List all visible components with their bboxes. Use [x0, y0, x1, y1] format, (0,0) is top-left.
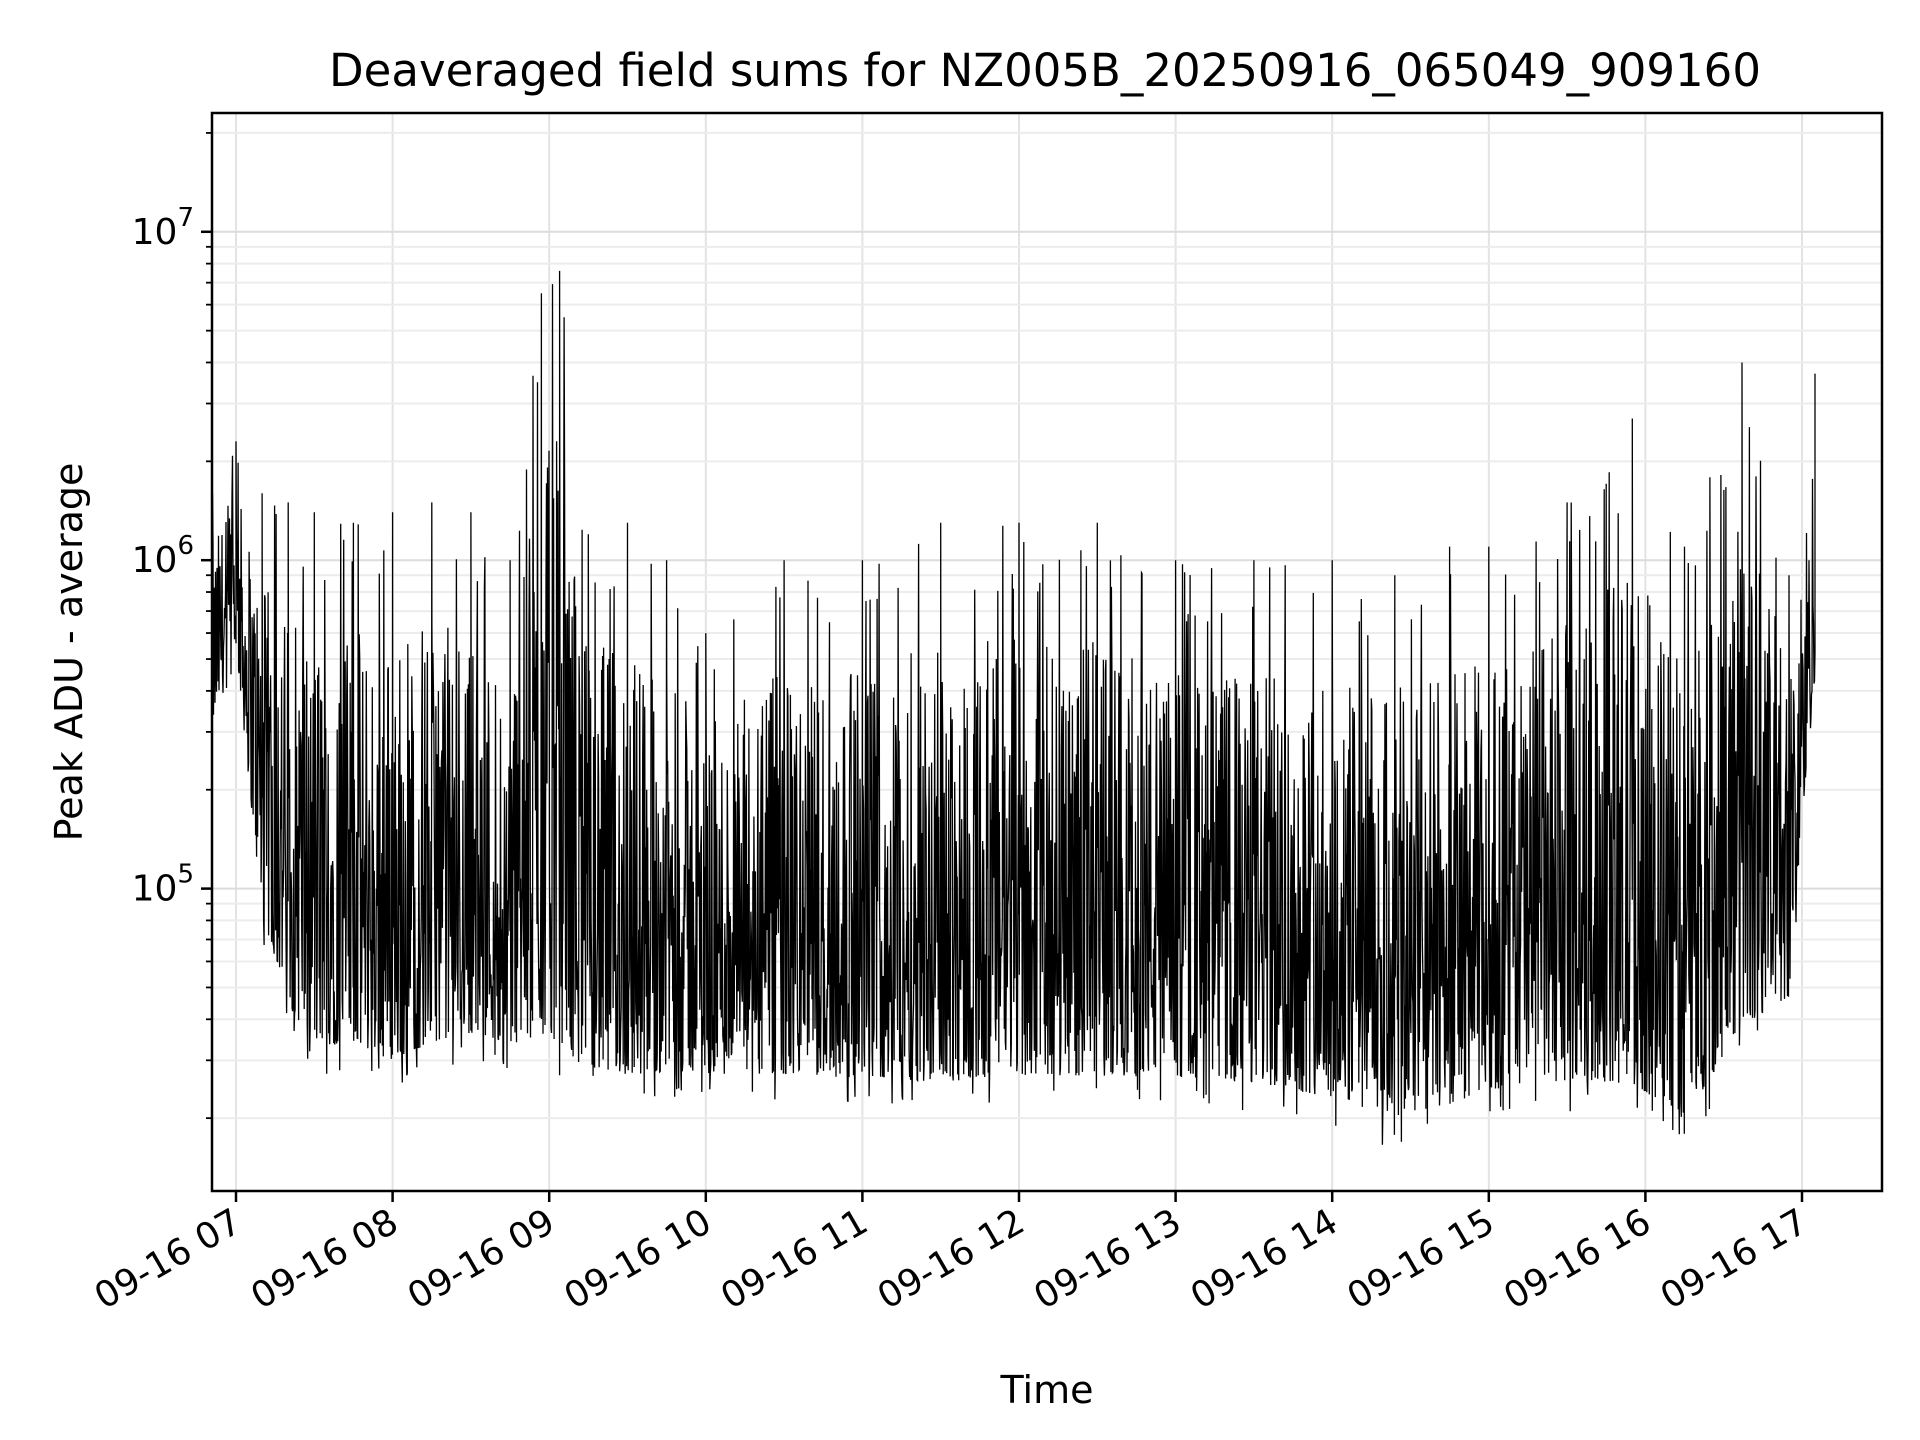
y-tick-label: 105 [132, 860, 194, 910]
y-tick-exponent: 5 [177, 860, 194, 890]
plot-frame [210, 111, 1884, 1193]
series-line [212, 270, 1816, 1145]
y-tick-base: 10 [132, 212, 178, 253]
y-tick-exponent: 6 [177, 531, 194, 561]
y-axis-label: Peak ADU - average [47, 463, 91, 842]
y-tick-base: 10 [132, 540, 178, 581]
y-tick-label: 107 [132, 203, 194, 253]
y-tick-exponent: 7 [177, 203, 194, 233]
plot-area [212, 270, 1816, 1145]
y-tick-label: 106 [132, 531, 194, 581]
chart-title: Deaveraged field sums for NZ005B_2025091… [329, 44, 1761, 97]
x-axis-label: Time [1000, 1368, 1094, 1412]
y-tick-base: 10 [132, 869, 178, 910]
